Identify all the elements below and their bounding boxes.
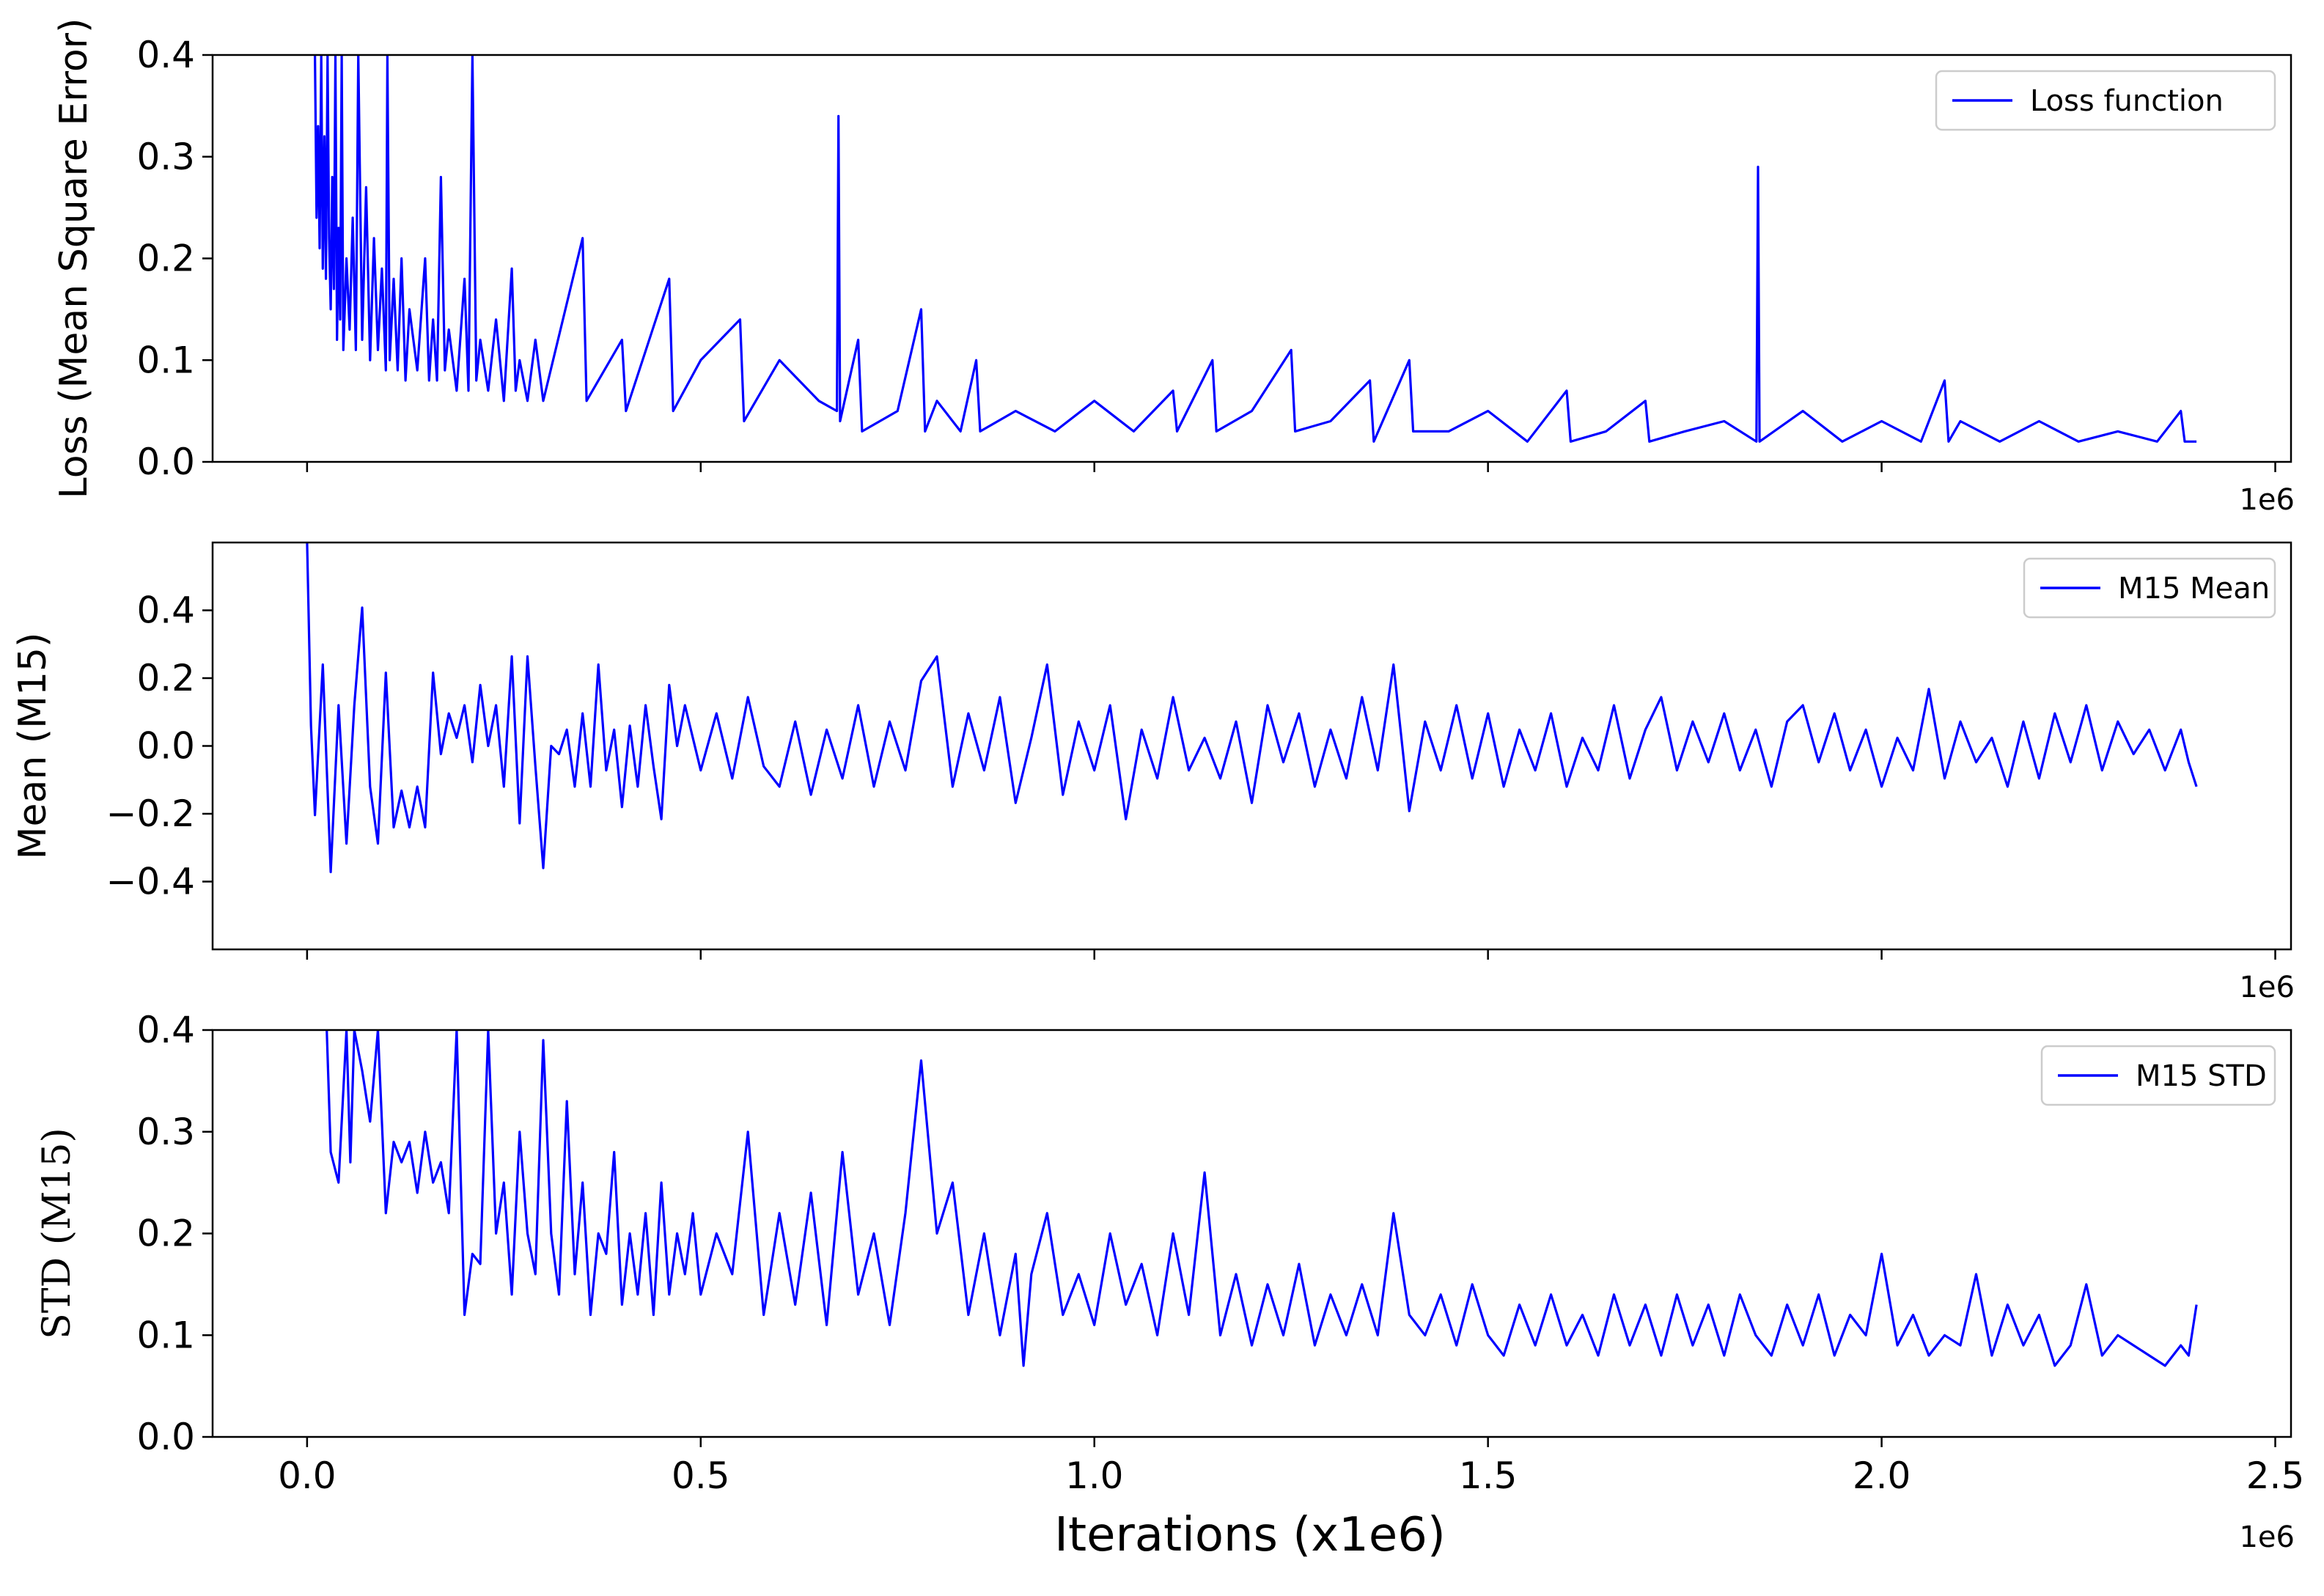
data-line — [326, 1030, 2198, 1367]
y-axis-label: STD (M15) — [35, 1128, 79, 1339]
legend-label: M15 STD — [2136, 1059, 2267, 1093]
x-offset-label: 1e6 — [2239, 483, 2295, 517]
x-tick-label: 0.0 — [278, 1455, 337, 1497]
y-tick-label: −0.4 — [106, 861, 195, 903]
legend-box — [1935, 70, 2276, 131]
y-tick-label: 0.2 — [136, 1213, 195, 1255]
y-tick-label: 0.1 — [136, 1314, 195, 1356]
y-tick-label: 0.3 — [136, 136, 195, 178]
legend: Loss function — [1935, 70, 2276, 131]
y-tick-label: 0.4 — [136, 1009, 195, 1051]
legend: M15 Mean — [2023, 557, 2276, 619]
x-tick-label: 2.5 — [2246, 1455, 2305, 1497]
y-tick-label: 0.4 — [136, 589, 195, 632]
y-tick-label: 0.0 — [136, 1416, 195, 1458]
y-tick-label: 0.0 — [136, 441, 195, 483]
y-tick-label: 0.4 — [136, 34, 195, 76]
x-tick-label: 1.5 — [1459, 1455, 1518, 1497]
mean-panel: −0.4 −0.2 0.0 0.2 0.4 1e6 Mean (M15) M15 Mean — [11, 541, 2295, 1004]
legend-box — [2040, 1045, 2276, 1106]
x-axis-label: Iterations (x1e6) — [1054, 1508, 1446, 1562]
loss-panel: 0.0 0.1 0.2 0.3 0.4 1e6 Loss (Mean Square Erro… — [52, 18, 2295, 517]
y-axis-label: Loss (Mean Square Error) — [52, 18, 96, 499]
data-line — [306, 543, 2198, 874]
y-tick-label: 0.0 — [136, 725, 195, 768]
x-offset-label: 1e6 — [2239, 1520, 2295, 1554]
y-tick-label: 0.2 — [136, 657, 195, 699]
x-tick-label: 1.0 — [1065, 1455, 1124, 1497]
x-tick-label: 2.0 — [1853, 1455, 1911, 1497]
y-axis-label: Mean (M15) — [11, 633, 55, 860]
legend: M15 STD — [2040, 1045, 2276, 1106]
legend-label: Loss function — [2030, 84, 2224, 118]
std-panel: 0.0 0.1 0.2 0.3 0.4 0.0 0.5 1.0 1.5 2.0 2.5 1e6 STD … — [35, 1009, 2304, 1554]
y-tick-label: 0.3 — [136, 1111, 195, 1153]
legend-box — [2023, 557, 2276, 619]
y-tick-label: −0.2 — [106, 793, 195, 835]
legend-label: M15 Mean — [2118, 572, 2270, 606]
data-line — [314, 55, 2197, 443]
y-tick-label: 0.2 — [136, 238, 195, 280]
x-offset-label: 1e6 — [2239, 971, 2295, 1004]
y-tick-label: 0.1 — [136, 339, 195, 381]
x-tick-label: 0.5 — [672, 1455, 730, 1497]
